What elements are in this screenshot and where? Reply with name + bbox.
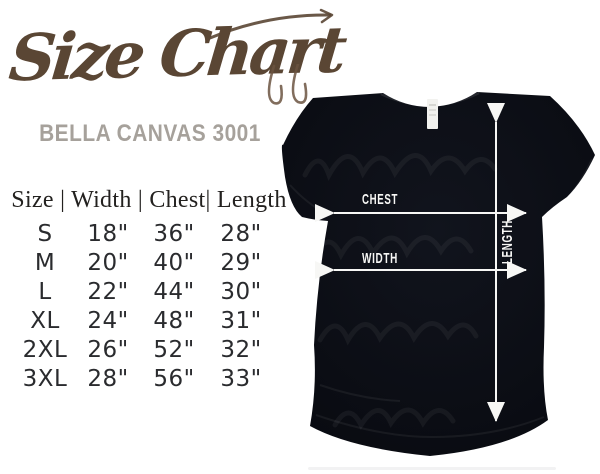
cell-width: 18" xyxy=(87,220,129,247)
tshirt-graphic: CHEST WIDTH LENGTH xyxy=(281,91,595,456)
cell-length: 29" xyxy=(220,249,262,276)
brand-subtitle: BELLA CANVAS 3001 xyxy=(39,119,261,147)
size-table: Size | Width | Chest| Length S 18" 36" 2… xyxy=(10,187,288,393)
cell-width: 20" xyxy=(87,249,129,276)
length-label: LENGTH xyxy=(499,220,516,264)
cell-size: M xyxy=(34,249,56,276)
cell-size: L xyxy=(38,278,52,305)
cell-width: 28" xyxy=(87,365,129,392)
cell-chest: 44" xyxy=(153,278,195,305)
tshirt-silhouette xyxy=(281,92,595,456)
cell-chest: 36" xyxy=(153,220,195,247)
cell-width: 24" xyxy=(87,307,129,334)
cell-width: 26" xyxy=(87,336,129,363)
size-table-header: Size | Width | Chest| Length xyxy=(11,187,287,213)
cell-chest: 48" xyxy=(153,307,195,334)
cell-size: S xyxy=(37,220,53,247)
title-flourish-arrow xyxy=(208,8,334,40)
cell-size: XL xyxy=(30,307,60,334)
chest-label: CHEST xyxy=(362,191,398,208)
script-squiggle-decoration xyxy=(267,64,308,105)
cell-chest: 40" xyxy=(153,249,195,276)
width-label: WIDTH xyxy=(362,250,398,267)
cell-length: 33" xyxy=(220,365,262,392)
table-row: S 18" 36" 28" xyxy=(12,219,276,248)
watermark-script-texture xyxy=(302,153,498,431)
table-row: M 20" 40" 29" xyxy=(12,248,276,277)
cell-length: 31" xyxy=(220,307,262,334)
cell-size: 2XL xyxy=(22,336,68,363)
neck-tag xyxy=(427,99,438,129)
table-row: XL 24" 48" 31" xyxy=(12,306,276,335)
title-block: Size Chart xyxy=(0,0,352,118)
size-table-body: S 18" 36" 28" M 20" 40" 29" L 22" 44" 30… xyxy=(12,219,276,393)
cell-length: 30" xyxy=(220,278,262,305)
table-row: 2XL 26" 52" 32" xyxy=(12,335,276,364)
table-row: L 22" 44" 30" xyxy=(12,277,276,306)
cell-size: 3XL xyxy=(22,365,68,392)
cell-length: 32" xyxy=(220,336,262,363)
table-row: 3XL 28" 56" 33" xyxy=(12,364,276,393)
cell-width: 22" xyxy=(87,278,129,305)
faint-bottom-watermark xyxy=(308,467,556,470)
cell-length: 28" xyxy=(220,220,262,247)
cell-chest: 52" xyxy=(153,336,195,363)
cell-chest: 56" xyxy=(153,365,195,392)
